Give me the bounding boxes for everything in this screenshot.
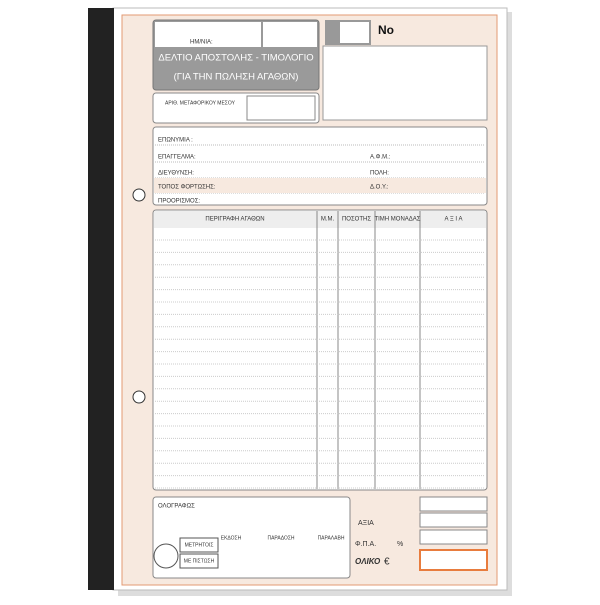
table-head (154, 211, 486, 228)
customer-field: ΔΙΕΥΘΥΝΣΗ: (158, 171, 194, 177)
number-tab-inner (340, 22, 369, 43)
sum-box (419, 529, 488, 545)
customer-field: ΕΠΑΓΓΕΛΜΑ: (158, 155, 196, 161)
customer-field: ΠΟΛΗ: (370, 171, 389, 177)
column-header: Μ.Μ. (321, 217, 335, 223)
small-field (263, 22, 317, 47)
customer-field: Δ.Ο.Υ.: (370, 185, 389, 191)
stamp-logo (153, 543, 179, 569)
customer-field: ΕΠΩΝΥΜΙΑ : (158, 138, 193, 144)
customer-field: Α.Φ.Μ.: (370, 155, 391, 161)
total-box (419, 549, 488, 571)
words-label: ΟΛΟΓΡΑΦΩΣ (158, 504, 195, 510)
value-label: ΑΞΙΑ (358, 520, 374, 527)
column-header: Α Ξ Ι Α (445, 217, 463, 223)
date-label: ΗΜ/ΝΙΑ: (190, 40, 213, 46)
total-label: ΟΛΙΚΟ (355, 557, 381, 566)
pay-credit: ΜΕ ΠΙΣΤΩΣΗ (184, 558, 215, 564)
customer-field: ΤΟΠΟΣ ΦΟΡΤΩΣΗΣ: (158, 185, 216, 191)
sign-label: ΠΑΡΑΛΑΒΗ (318, 535, 345, 541)
sum-box (419, 512, 488, 528)
vehicle-field (246, 95, 316, 121)
items-table (152, 209, 488, 491)
binding (88, 8, 114, 590)
pay-box (179, 537, 219, 553)
title: ΔΕΛΤΙΟ ΑΠΟΣΤΟΛΗΣ - ΤΙΜΟΛΟΓΙΟ (158, 53, 313, 64)
loading-band (154, 178, 486, 193)
hole (132, 188, 146, 202)
subtitle: (ΓΙΑ ΤΗΝ ΠΩΛΗΣΗ ΑΓΑΘΩΝ) (174, 72, 299, 83)
column-header: ΠΕΡΙΓΡΑΦΗ ΑΓΑΘΩΝ (205, 217, 264, 223)
pay-box (179, 553, 219, 569)
issuer-box (322, 45, 488, 121)
pay-cash: ΜΕΤΡΗΤΟΙΣ (185, 542, 214, 548)
vat-label: Φ.Π.Α. (355, 541, 376, 548)
number-label: Νο (378, 23, 394, 37)
hole (132, 390, 146, 404)
percent: % (397, 541, 403, 548)
column-header: ΠΟΣΟΤΗΣ (342, 217, 371, 223)
sign-label: ΠΑΡΑΔΟΣΗ (267, 535, 294, 541)
sign-label: ΕΚΔΟΣΗ (221, 535, 242, 541)
sum-box (419, 496, 488, 512)
date-field (155, 22, 261, 47)
currency: € (384, 557, 390, 568)
column-header: ΤΙΜΗ ΜΟΝΑΔΑΣ (374, 217, 420, 223)
vehicle-label: ΑΡΙΘ. ΜΕΤΑΦΟΡΙΚΟΥ ΜΕΣΟΥ (165, 100, 236, 106)
customer-field: ΠΡΟΟΡΙΣΜΟΣ: (158, 199, 200, 205)
